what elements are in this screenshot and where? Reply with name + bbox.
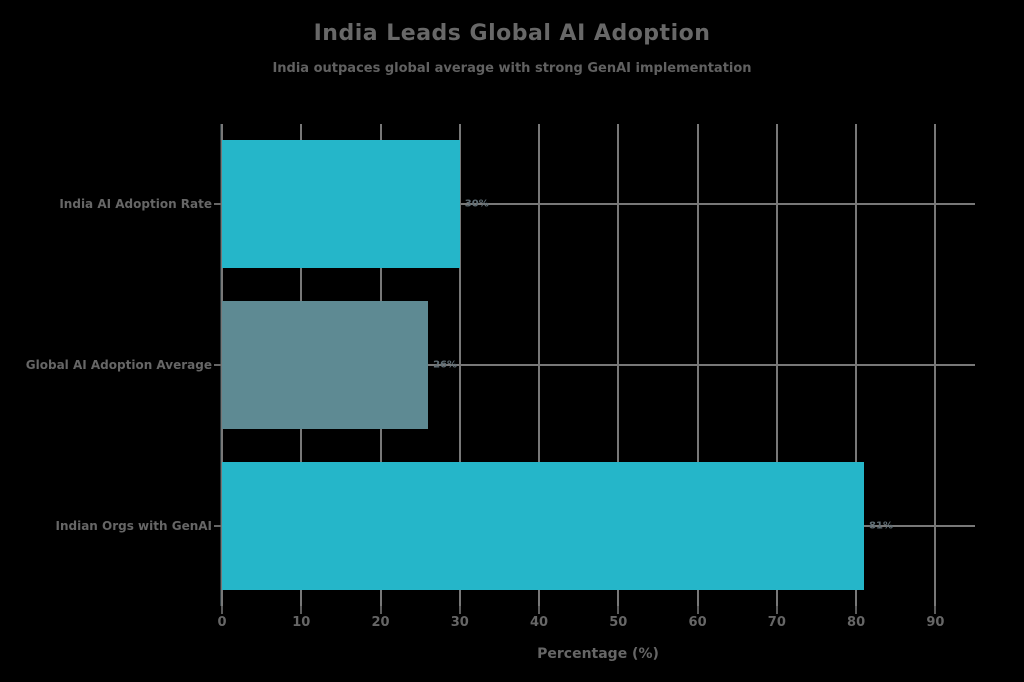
- gridline-y-1: [222, 364, 975, 366]
- x-tick-label-70: 70: [767, 615, 786, 630]
- x-tick-40: [538, 606, 541, 614]
- x-tick-label-50: 50: [609, 615, 628, 630]
- x-tick-label-10: 10: [292, 615, 311, 630]
- y-tick-1: [214, 364, 221, 366]
- y-tick-0: [214, 203, 221, 206]
- category-label-0: India AI Adoption Rate: [59, 197, 212, 212]
- y-tick-2: [214, 524, 221, 527]
- category-label-1: Global AI Adoption Average: [25, 358, 212, 372]
- chart-title: India Leads Global AI Adoption: [313, 21, 711, 46]
- x-tick-label-20: 20: [371, 615, 390, 630]
- bar-2: [222, 461, 865, 590]
- y-axis-category-labels: India AI Adoption Rate Global AI Adoption…: [0, 124, 212, 606]
- bar-value-label-1: 26%: [433, 359, 458, 371]
- x-tick-label-30: 30: [450, 615, 469, 630]
- x-tick-70: [775, 606, 778, 614]
- x-tick-0: [221, 606, 223, 614]
- x-tick-10: [300, 606, 303, 614]
- gridline-y-0: [222, 203, 975, 206]
- bar-1: [222, 301, 429, 429]
- x-tick-label-0: 0: [217, 615, 227, 630]
- x-tick-20: [379, 606, 382, 614]
- x-tick-30: [458, 606, 461, 614]
- x-tick-label-60: 60: [688, 615, 707, 630]
- chart-subtitle: India outpaces global average with stron…: [272, 61, 752, 76]
- bar-value-label-0: 30%: [464, 198, 489, 210]
- category-label-2: Indian Orgs with GenAI: [55, 518, 213, 533]
- x-tick-90: [934, 606, 937, 614]
- x-tick-80: [855, 606, 858, 614]
- x-axis-label: Percentage (%): [537, 646, 659, 662]
- x-tick-50: [617, 606, 620, 614]
- x-tick-label-40: 40: [530, 615, 549, 630]
- x-tick-label-80: 80: [847, 615, 866, 630]
- x-tick-label-90: 90: [926, 615, 945, 630]
- bar-0: [222, 140, 460, 269]
- bar-value-label-2: 81%: [869, 520, 893, 532]
- x-tick-60: [696, 606, 699, 614]
- plot-area: 30% 26% 81%: [221, 124, 975, 606]
